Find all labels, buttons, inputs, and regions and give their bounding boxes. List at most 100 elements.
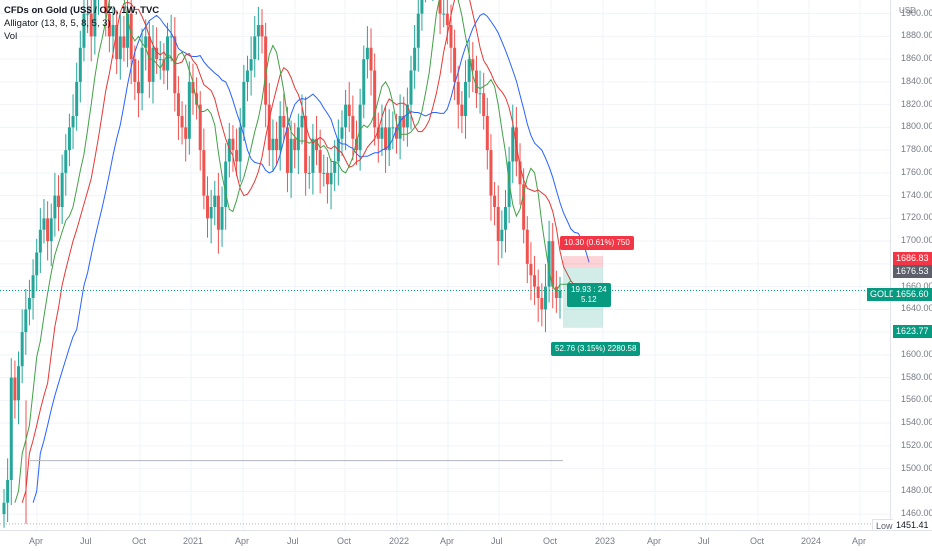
low-price-tag: 1451.41 — [893, 519, 932, 532]
candle-body — [227, 138, 231, 162]
time-tick-label: Jul — [491, 536, 503, 546]
time-tick-label: Apr — [440, 536, 455, 546]
candle-body — [271, 138, 275, 151]
candle-body — [445, 13, 449, 26]
candle-body — [122, 36, 126, 48]
price-tick-label: 1840.00 — [901, 75, 932, 86]
candle-body — [224, 161, 228, 207]
candle-body — [547, 241, 551, 287]
candle-body — [191, 81, 195, 94]
candle-body — [136, 81, 140, 94]
candle-body — [89, 13, 93, 37]
price-tick-label: 1860.00 — [901, 53, 932, 64]
candle-body — [311, 138, 315, 173]
candle-body — [126, 13, 130, 48]
candle-body — [413, 47, 417, 71]
candle-body — [264, 36, 268, 105]
symbol-title[interactable]: CFDs on Gold (US$ / OZ), 1W, TVC — [4, 5, 160, 16]
candle-body — [362, 59, 366, 105]
candle-body — [471, 59, 475, 71]
price-tick-label: 1540.00 — [901, 417, 932, 428]
candle-body — [198, 104, 202, 151]
candle-body — [42, 218, 46, 230]
time-tick-label: Oct — [132, 536, 147, 546]
candle-body — [202, 150, 206, 196]
candle-body — [220, 206, 224, 230]
candle-body — [551, 241, 555, 287]
volume-indicator-label[interactable]: Vol — [4, 31, 18, 42]
candle-body — [129, 13, 133, 60]
price-tick-label: 1900.00 — [901, 7, 932, 18]
candle-body — [307, 172, 311, 174]
time-tick-label: Apr — [647, 536, 662, 546]
risk-reward-value: 5.12 — [581, 295, 597, 304]
candle-body — [275, 138, 279, 151]
candle-body — [235, 150, 239, 162]
candle-body — [420, 0, 424, 14]
time-tick-label: Jul — [287, 536, 299, 546]
alligator-indicator-label[interactable]: Alligator (13, 8, 5, 8, 5, 3) — [4, 18, 111, 29]
candle-body — [347, 104, 351, 117]
candle-body — [293, 138, 297, 151]
candle-body — [289, 138, 293, 173]
candle-body — [82, 13, 86, 48]
candle-body — [231, 138, 235, 151]
alligator-jaw-line — [32, 13, 590, 503]
risk-reward-label[interactable]: 19.93 : 24 5.12 — [567, 283, 611, 307]
candle-body — [46, 218, 50, 242]
candle-body — [17, 366, 21, 401]
candle-body — [318, 150, 322, 173]
stop-loss-label[interactable]: 10.30 (0.61%) 750 — [560, 236, 634, 250]
candle-body — [493, 195, 497, 207]
candle-body — [260, 25, 264, 37]
target-label[interactable]: 52.76 (3.15%) 2280.58 — [551, 342, 641, 356]
chart-canvas[interactable]: CFDs on Gold (US$ / OZ), 1W, TVC Alligat… — [0, 0, 890, 530]
candle-body — [533, 275, 537, 287]
time-tick-label: Apr — [29, 536, 44, 546]
candle-body — [35, 252, 39, 276]
candle-body — [24, 309, 28, 333]
candle-body — [27, 297, 31, 310]
candle-body — [49, 218, 53, 242]
candle-body — [6, 479, 10, 503]
candle-body — [64, 150, 68, 173]
candle-body — [380, 127, 384, 139]
candle-body — [503, 206, 507, 230]
candle-body — [442, 13, 446, 15]
candle-body — [438, 0, 442, 14]
time-tick-label: Apr — [235, 536, 250, 546]
candle-body — [478, 93, 482, 95]
candle-body — [315, 138, 319, 151]
candle-body — [209, 206, 213, 219]
candle-body — [53, 195, 57, 219]
candle-body — [398, 116, 402, 139]
candle-body — [351, 116, 355, 139]
candle-body — [216, 195, 220, 230]
candle-body — [394, 127, 398, 139]
candle-body — [133, 59, 137, 82]
candle-body — [409, 70, 413, 105]
candle-body — [57, 195, 61, 207]
price-tick-label: 1580.00 — [901, 371, 932, 382]
time-tick-label: Oct — [750, 536, 765, 546]
candle-body — [453, 47, 457, 82]
candle-body — [416, 13, 420, 48]
candle-body — [107, 13, 111, 37]
chart-svg[interactable] — [0, 0, 890, 530]
currency-label: USD — [899, 6, 916, 15]
price-tick-label: 1500.00 — [901, 462, 932, 473]
candle-body — [111, 25, 115, 37]
time-scale[interactable]: Apr Jul Oct 2021 Apr Jul Oct 2022 Apr Jul Oct 2023 A… — [0, 530, 932, 551]
candle-body — [115, 25, 119, 60]
candle-body — [195, 93, 199, 105]
candle-body — [118, 36, 122, 60]
candle-body — [391, 127, 395, 129]
current-price-tag: 1656.60 — [893, 288, 932, 301]
candle-body — [242, 81, 246, 128]
candle-body — [467, 59, 471, 82]
candle-body — [365, 47, 369, 60]
candle-body — [387, 127, 391, 151]
candle-body — [529, 263, 533, 276]
time-tick-label: 2023 — [595, 536, 616, 546]
candle-body — [176, 93, 180, 117]
